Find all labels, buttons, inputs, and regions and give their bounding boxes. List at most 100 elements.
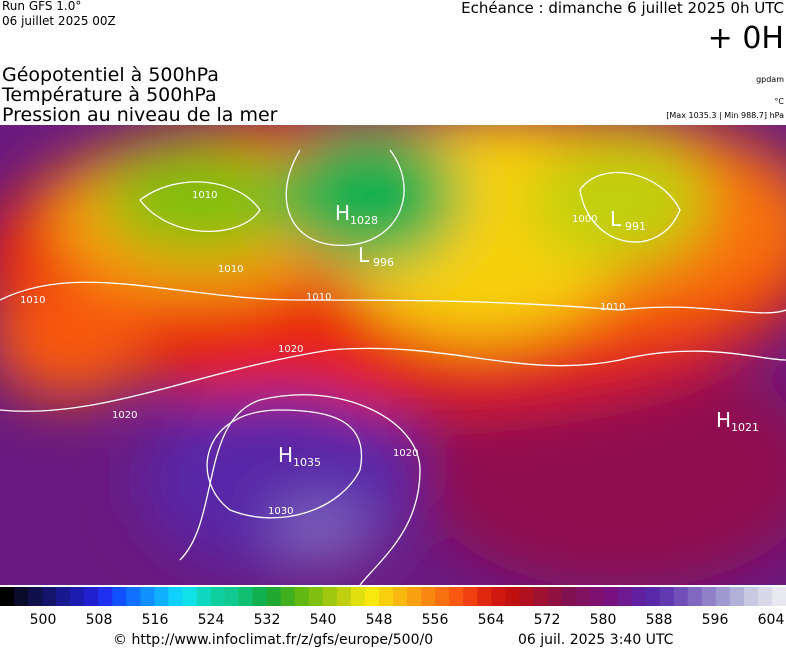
colorbar-label: 556 [422, 612, 449, 628]
colorbar-swatch [617, 587, 633, 606]
colorbar-swatch [350, 587, 366, 606]
colorbar-swatch [757, 587, 773, 606]
isobar-label: 1010 [192, 190, 217, 201]
colorbar-swatch [575, 587, 590, 606]
colorbar-swatch [743, 587, 759, 606]
center-value: 1035 [293, 456, 321, 469]
colorbar-swatch [336, 587, 352, 606]
colorbar-swatch [56, 587, 71, 606]
colorbar-label: 524 [198, 612, 225, 628]
unit-geo: gpdam [756, 75, 784, 84]
colorbar-swatch [715, 587, 731, 606]
colorbar-swatch [463, 587, 478, 606]
colorbar-swatch [210, 587, 226, 606]
colorbar-swatch [126, 587, 141, 606]
colorbar-swatch [280, 587, 296, 606]
isobar-label: 1010 [600, 302, 625, 313]
offset: + 0H [708, 21, 784, 56]
center-value: 991 [625, 220, 646, 233]
colorbar-label: 604 [758, 612, 785, 628]
colorbar-swatch [42, 587, 57, 606]
colorbar-swatch [505, 587, 520, 606]
colorbar-swatch [533, 587, 548, 606]
colorbar-swatch [771, 587, 786, 606]
colorbar-swatch [519, 587, 534, 606]
colorbar-swatch [393, 587, 408, 606]
isobar-label: 1020 [112, 410, 137, 421]
colorbar-label: 588 [646, 612, 673, 628]
colorbar-swatch [168, 587, 183, 606]
isobar-label: 1000 [572, 214, 597, 225]
colorbar-swatch [322, 587, 338, 606]
colorbar-swatch [477, 587, 492, 606]
colorbar-swatch [294, 587, 310, 606]
center-letter: H [278, 443, 293, 467]
colorbar-swatch [449, 587, 464, 606]
colorbar-swatch [140, 587, 155, 606]
colorbar-swatch [28, 587, 43, 606]
colorbar-label: 500 [30, 612, 57, 628]
colorbar-swatch [238, 587, 254, 606]
run: Run GFS 1.0° [2, 0, 81, 13]
colorbar-swatch [196, 587, 212, 606]
colorbar-swatch [407, 587, 422, 606]
colorbar-swatch [182, 587, 197, 606]
colorbar-swatch [645, 587, 661, 606]
colorbar-swatch [687, 587, 703, 606]
map [0, 125, 786, 585]
center-letter: L [358, 243, 370, 267]
colorbar-swatch [364, 587, 380, 606]
isobar-label: 1030 [268, 506, 293, 517]
isobar-label: 1020 [278, 344, 303, 355]
center-value: 1021 [731, 421, 759, 434]
footer-url: © http://www.infoclimat.fr/z/gfs/europe/… [113, 632, 433, 648]
center-letter: H [716, 408, 731, 432]
colorbar-swatch [14, 587, 29, 606]
colorbar-swatch [701, 587, 717, 606]
colorbar-swatch [70, 587, 85, 606]
colorbar-label: 540 [310, 612, 337, 628]
colorbar-swatch [547, 587, 562, 606]
center-letter: L [610, 207, 622, 231]
colorbar-swatch [673, 587, 689, 606]
legend-line: Pression au niveau de la mer [2, 104, 278, 126]
unit-temp: °C [774, 97, 784, 106]
colorbar-label: 572 [534, 612, 561, 628]
colorbar-swatch [112, 587, 127, 606]
center-value: 1028 [350, 214, 378, 227]
colorbar-swatch [378, 587, 394, 606]
colorbar-label: 516 [142, 612, 169, 628]
colorbar-swatch [266, 587, 282, 606]
colorbar-swatch [603, 587, 619, 606]
colorbar-swatch [421, 587, 436, 606]
colorbar-label: 548 [366, 612, 393, 628]
colorbar-swatch [491, 587, 506, 606]
pressure-range: [Max 1035.3 | Min 988.7] hPa [666, 111, 784, 120]
center-value: 996 [373, 256, 394, 269]
colorbar-label: 508 [86, 612, 113, 628]
colorbar-label: 532 [254, 612, 281, 628]
colorbar-swatch [631, 587, 647, 606]
colorbar-swatch [0, 587, 15, 606]
colorbar-swatch [154, 587, 169, 606]
echeance: Echéance : dimanche 6 juillet 2025 0h UT… [461, 0, 784, 17]
colorbar-swatch [84, 587, 99, 606]
run-date: 06 juillet 2025 00Z [2, 14, 116, 28]
colorbar-label: 580 [590, 612, 617, 628]
colorbar-swatch [435, 587, 450, 606]
isobar-label: 1010 [20, 295, 45, 306]
isobar-label: 1020 [393, 448, 418, 459]
footer-time: 06 juil. 2025 3:40 UTC [518, 632, 674, 648]
colorbar-swatch [561, 587, 576, 606]
colorbar-swatch [589, 587, 605, 606]
colorbar-swatch [659, 587, 675, 606]
legend-line: Géopotentiel à 500hPa [2, 64, 219, 86]
colorbar-swatch [98, 587, 113, 606]
isobar-label: 1010 [306, 292, 331, 303]
colorbar-swatch [729, 587, 745, 606]
legend-line: Température à 500hPa [1, 84, 217, 106]
colorbar-swatch [308, 587, 324, 606]
colorbar-swatch [252, 587, 268, 606]
colorbar-label: 564 [478, 612, 505, 628]
